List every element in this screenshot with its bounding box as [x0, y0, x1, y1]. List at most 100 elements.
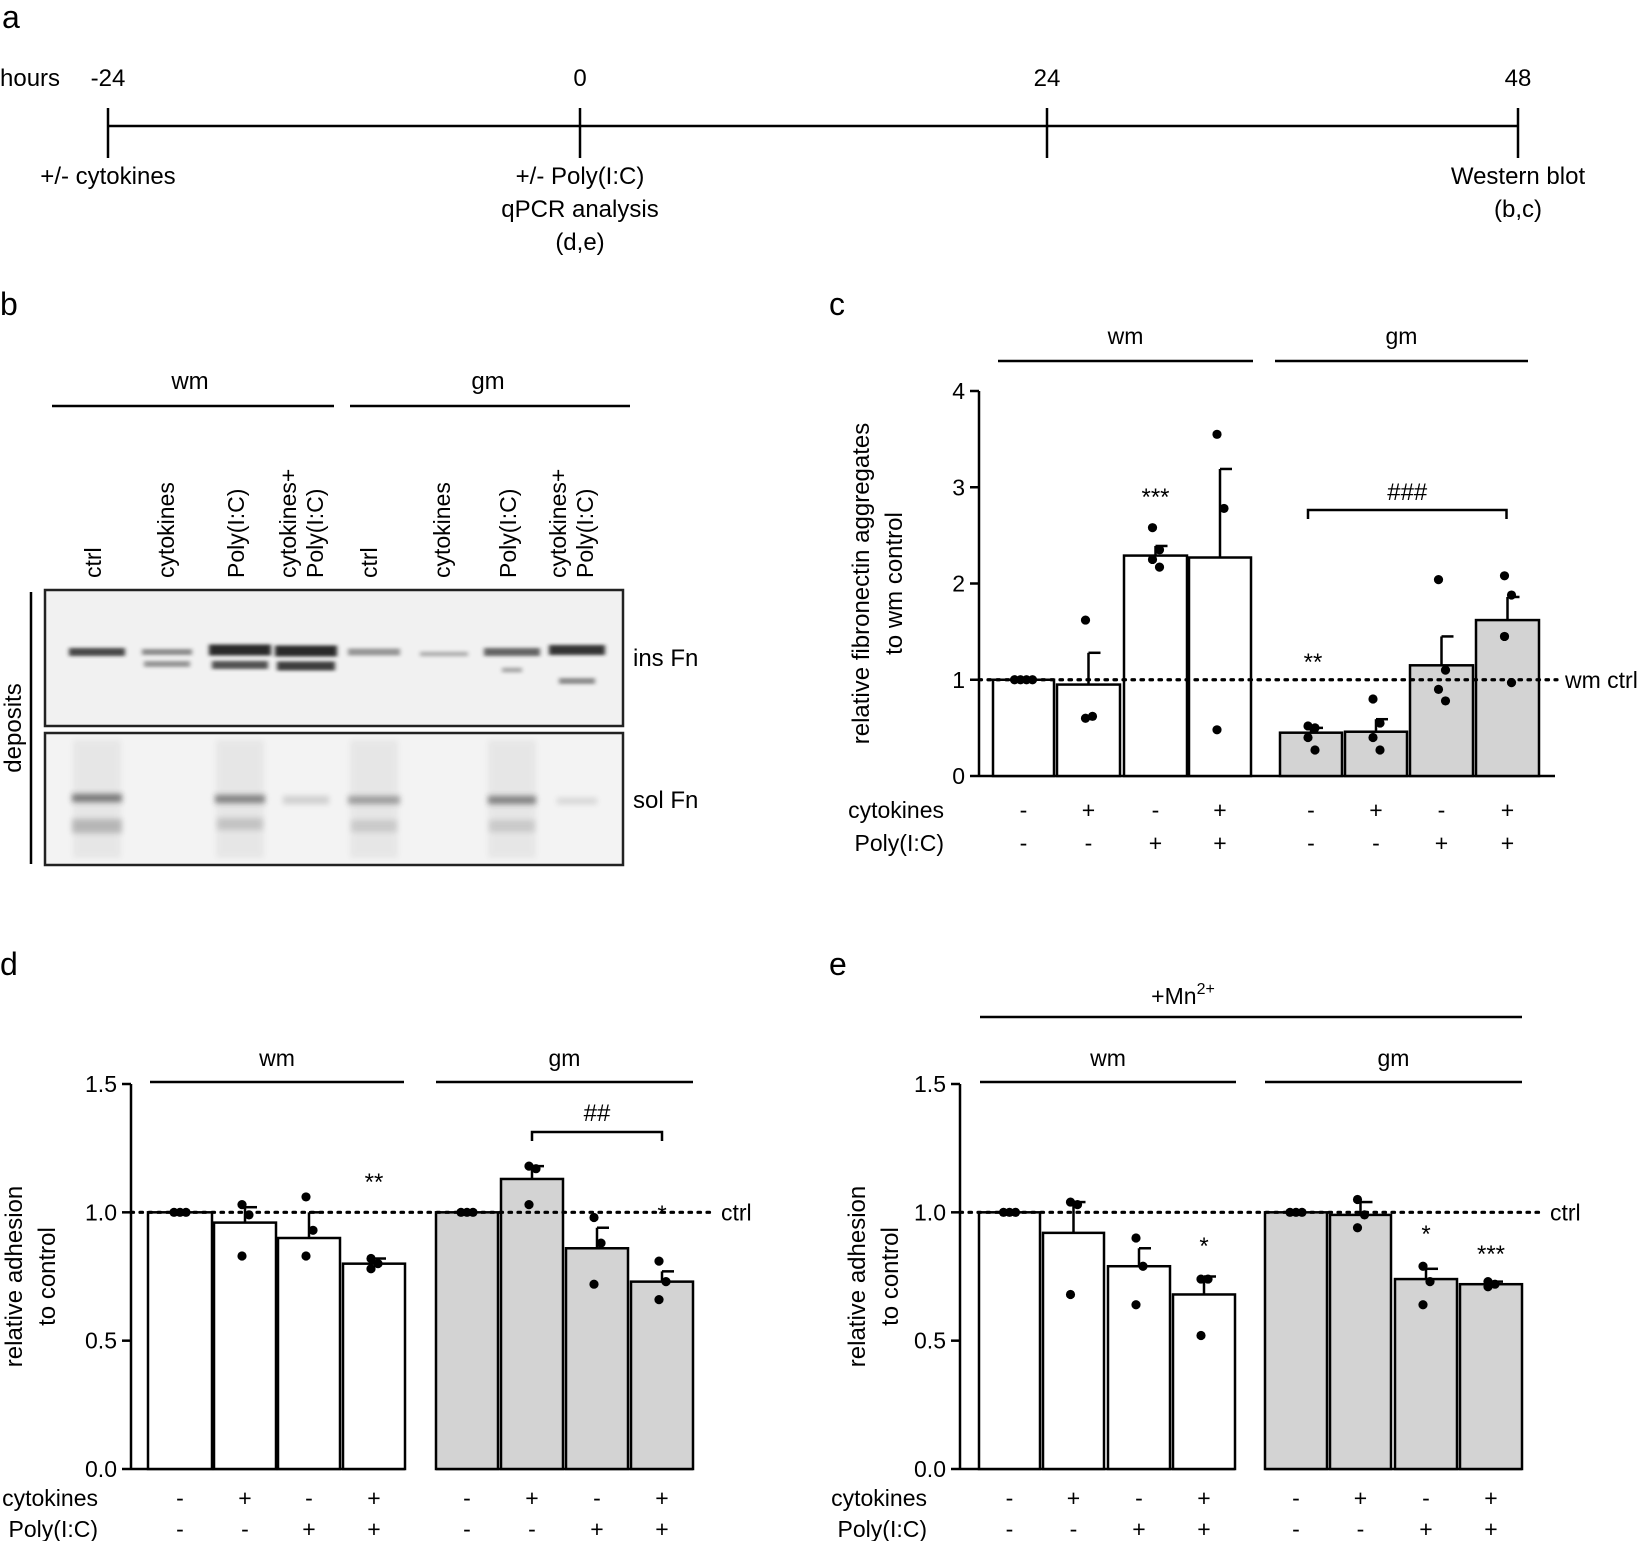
c-polyic-sign-6: + — [1435, 830, 1448, 856]
d-polyic-sign-4: - — [463, 1516, 471, 1541]
timeline-tick-label-3: 48 — [1505, 65, 1532, 92]
c-point-gm-3-2 — [1499, 631, 1510, 642]
c-point-gm-2-0 — [1433, 575, 1444, 585]
e-bar-wm-3 — [1171, 1293, 1237, 1471]
d-point-gm-3-0 — [654, 1256, 664, 1266]
c-treatment-row-label-1: Poly(I:C) — [855, 830, 944, 856]
e-point-gm-2-0 — [1418, 1261, 1428, 1271]
c-cytokines-sign-1: + — [1082, 797, 1095, 823]
e-y-tick-label-2: 1.0 — [914, 1199, 946, 1225]
d-y-tick-label-0: 0.0 — [85, 1456, 117, 1482]
d-bar-wm-3 — [341, 1262, 407, 1471]
c-cytokines-sign-2: - — [1152, 797, 1160, 823]
d-cytokines-sign-7: + — [655, 1485, 668, 1511]
c-point-wm-2-0 — [1147, 523, 1158, 533]
d-point-wm-1-0 — [237, 1200, 247, 1210]
c-point-gm-0-1 — [1310, 723, 1320, 733]
c-polyic-sign-7: + — [1501, 830, 1514, 856]
d-annotation-2: ## — [584, 1100, 611, 1127]
e-cytokines-sign-0: - — [1006, 1485, 1014, 1511]
band-sol-smear-3 — [488, 740, 536, 858]
d-polyic-sign-6: + — [590, 1516, 603, 1541]
c-cytokines-sign-7: + — [1501, 797, 1514, 823]
band-ins-fn-3 — [209, 644, 271, 656]
e-point-gm-1-2 — [1352, 1223, 1363, 1233]
d-polyic-sign-7: + — [655, 1516, 668, 1541]
timeline-tick-label-2: 24 — [1034, 65, 1061, 92]
c-y-tick-label-1: 1 — [952, 667, 965, 693]
d-treatment-row-label-0: cytokines — [2, 1485, 98, 1511]
e-polyic-sign-7: + — [1484, 1516, 1497, 1541]
e-point-wm-1-2 — [1065, 1289, 1076, 1300]
timeline-axis-label: hours — [0, 65, 60, 92]
panel-label-e: e — [829, 946, 847, 982]
c-cytokines-sign-5: + — [1369, 797, 1382, 823]
timeline-event-3-line-0: Western blot — [1451, 163, 1586, 190]
d-cytokines-sign-2: - — [305, 1485, 313, 1511]
e-point-gm-3-1 — [1490, 1279, 1500, 1289]
c-point-gm-2-2 — [1433, 684, 1444, 694]
e-polyic-sign-2: + — [1132, 1516, 1145, 1541]
e-bar-wm-2 — [1106, 1264, 1172, 1471]
e-bar-gm-3 — [1458, 1282, 1524, 1471]
e-y-tick-label-1: 0.5 — [914, 1328, 946, 1354]
e-point-wm-3-2 — [1196, 1330, 1206, 1341]
d-point-wm-2-0 — [301, 1192, 311, 1202]
d-annotation-1: * — [657, 1201, 666, 1228]
e-cytokines-sign-4: - — [1292, 1485, 1300, 1511]
c-point-wm-3-1 — [1219, 503, 1229, 514]
d-bar-wm-0 — [146, 1211, 214, 1471]
c-y-tick-label-4: 4 — [952, 378, 965, 404]
c-point-gm-1-3 — [1375, 745, 1385, 755]
band-sol-smear-1 — [216, 740, 264, 858]
e-reference-label: ctrl — [1550, 1199, 1581, 1225]
d-point-gm-3-2 — [654, 1295, 664, 1305]
e-cytokines-sign-7: + — [1484, 1485, 1497, 1511]
d-point-wm-2-2 — [301, 1251, 311, 1261]
c-point-wm-2-1 — [1154, 545, 1165, 555]
e-treatment-row-label-1: Poly(I:C) — [838, 1516, 927, 1541]
lane-label-ctrl-gm: ctrl — [356, 547, 382, 578]
c-y-tick-label-0: 0 — [952, 763, 965, 789]
d-bar-wm-1 — [212, 1221, 278, 1471]
lane-label-cytokines-gm: cytokines — [429, 482, 455, 578]
e-annotation-1: * — [1421, 1221, 1430, 1248]
d-cytokines-sign-5: + — [525, 1485, 538, 1511]
e-treatment-row-label-0: cytokines — [831, 1485, 927, 1511]
lane-label-combo-wm-line1: cytokines+ — [275, 469, 301, 578]
e-cytokines-sign-1: + — [1067, 1485, 1080, 1511]
d-y-tick-label-2: 1.0 — [85, 1199, 117, 1225]
e-title-base: +Mn — [1151, 983, 1196, 1009]
e-y-label-line-1: to control — [877, 1227, 904, 1326]
c-bar-wm-2 — [1122, 554, 1189, 778]
c-annotation-2: ### — [1387, 479, 1428, 506]
c-point-wm-2-2 — [1147, 554, 1158, 565]
d-cytokines-sign-0: - — [176, 1485, 184, 1511]
d-group-label-wm: wm — [258, 1045, 295, 1071]
band-ins-fn-2 — [144, 661, 190, 667]
band-ins-fn-6 — [277, 661, 335, 671]
c-bar-wm-3 — [1187, 556, 1253, 778]
c-point-gm-3-1 — [1506, 590, 1517, 600]
d-y-tick-label-3: 1.5 — [85, 1071, 117, 1097]
d-cytokines-sign-1: + — [238, 1485, 251, 1511]
c-point-gm-0-2 — [1303, 732, 1313, 743]
blot-side-label: deposits — [0, 683, 27, 772]
d-point-wm-1-2 — [237, 1251, 247, 1261]
band-ins-fn-10 — [502, 667, 522, 673]
d-y-tick-label-1: 0.5 — [85, 1328, 117, 1354]
e-group-label-gm: gm — [1378, 1045, 1410, 1071]
d-cytokines-sign-4: - — [463, 1485, 471, 1511]
lane-label-ctrl-wm: ctrl — [80, 547, 106, 578]
d-cytokines-sign-6: - — [593, 1485, 601, 1511]
d-bar-gm-0 — [434, 1211, 500, 1471]
timeline-event-1-line-2: (d,e) — [555, 229, 604, 256]
e-point-wm-2-2 — [1131, 1300, 1141, 1310]
panel-label-c: c — [829, 286, 845, 322]
c-point-gm-1-1 — [1375, 718, 1385, 728]
c-cytokines-sign-3: + — [1213, 797, 1226, 823]
d-point-gm-1-0 — [524, 1161, 534, 1171]
lane-label-combo-gm-line1: cytokines+ — [545, 469, 571, 578]
c-annotation-0: *** — [1141, 484, 1169, 511]
